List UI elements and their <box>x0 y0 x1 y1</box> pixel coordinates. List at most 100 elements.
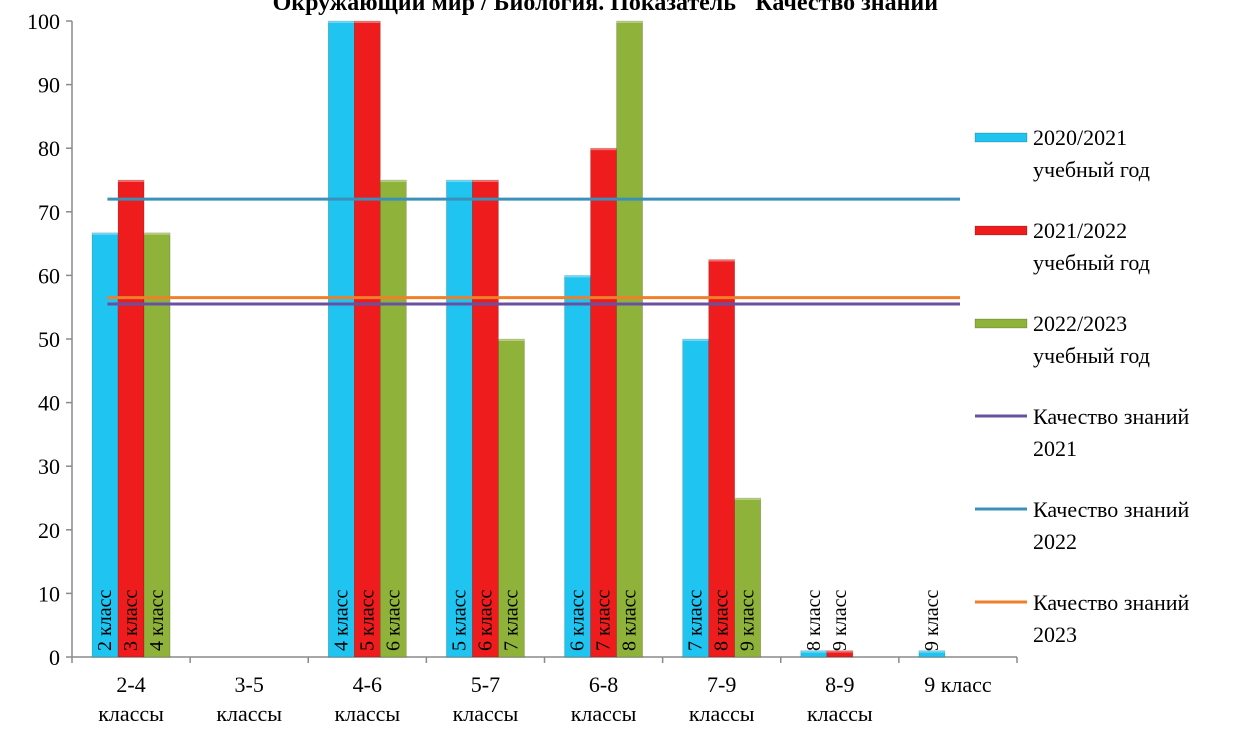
bar-top-highlight <box>380 178 407 182</box>
bar <box>682 338 709 658</box>
y-tick-label: 70 <box>38 200 60 225</box>
legend-label: 2022 <box>1033 529 1077 554</box>
bar-label: 8 класс <box>711 590 733 651</box>
legend-label: Качество знаний <box>1033 497 1190 522</box>
bar-top-highlight <box>800 648 827 653</box>
bar-label: 6 класс <box>382 590 404 651</box>
x-tick-label: 7-9 <box>707 672 736 697</box>
x-tick-label: 6-8 <box>589 672 618 697</box>
bar <box>380 179 407 658</box>
x-tick-label: 5-7 <box>471 672 500 697</box>
y-tick-label: 100 <box>27 9 60 34</box>
bar-label: 7 класс <box>593 590 615 651</box>
bar <box>354 20 381 658</box>
bar-label: 5 класс <box>448 590 470 651</box>
x-tick-label: классы <box>807 701 873 726</box>
y-tick-label: 20 <box>38 518 60 543</box>
bar <box>472 179 499 658</box>
bar <box>498 338 525 658</box>
bar <box>590 147 617 658</box>
legend-swatch-bar <box>974 318 1028 329</box>
y-tick-label: 40 <box>38 391 60 416</box>
bar-label: 7 класс <box>685 590 707 651</box>
bar <box>117 179 145 658</box>
bar-label: 2 класс <box>94 590 116 651</box>
bar-top-highlight <box>918 648 945 653</box>
y-tick-label: 50 <box>38 327 60 352</box>
bar-top-highlight <box>734 496 761 500</box>
x-tick-label: классы <box>334 701 400 726</box>
bar-top-highlight <box>826 648 853 653</box>
x-tick-label: 3-5 <box>235 672 264 697</box>
bar <box>826 650 854 658</box>
bar-top-highlight <box>354 19 381 23</box>
bar-label: 9 класс <box>921 590 943 651</box>
bar <box>616 20 643 658</box>
bar-label: 5 класс <box>356 590 378 651</box>
bar-label: 4 класс <box>146 590 168 651</box>
legend-label: учебный год <box>1033 343 1150 368</box>
bar <box>708 259 735 658</box>
bar-top-highlight <box>446 178 473 182</box>
bar-top-highlight <box>708 257 735 262</box>
legend-label: 2021 <box>1033 436 1077 461</box>
y-tick-label: 30 <box>38 454 60 479</box>
x-axis: 2-4 классы 3-5 классы 4-6 классы 5-7 классы 6-8 к… <box>71 656 1018 726</box>
y-tick-label: 60 <box>38 263 60 288</box>
bar-top-highlight <box>92 230 119 235</box>
legend-label: 2021/2022 <box>1033 218 1127 243</box>
legend-label: 2022/2023 <box>1033 311 1127 336</box>
bar-labels: 2 класс 4 класс 5 класс 6 класс 7 класс 8 кла… <box>94 590 943 651</box>
y-tick-label: 10 <box>38 581 60 606</box>
legend-swatch-bar <box>974 225 1028 236</box>
x-tick-label: 2-4 <box>116 672 145 697</box>
bar-top-highlight <box>682 337 709 341</box>
bar-top-highlight <box>472 178 499 182</box>
legend-label: учебный год <box>1033 157 1150 182</box>
x-tick-label: 8-9 <box>825 672 854 697</box>
chart-title: Окружающий мир / Биология. Показатель "К… <box>273 0 952 16</box>
bar-label: 7 класс <box>500 590 522 651</box>
bar-label: 3 класс <box>120 590 142 651</box>
bar-label: 8 класс <box>803 590 825 651</box>
bar <box>734 497 761 658</box>
x-tick-label: классы <box>453 701 519 726</box>
x-tick-label: 4-6 <box>353 672 382 697</box>
bar-top-highlight <box>118 178 145 182</box>
y-tick-label: 90 <box>38 73 60 98</box>
x-tick-label: 9 класс <box>924 672 992 697</box>
bar-top-highlight <box>616 19 643 23</box>
legend-label: учебный год <box>1033 250 1150 275</box>
bar-top-highlight <box>498 337 525 341</box>
y-tick-label: 80 <box>38 136 60 161</box>
bar-label: 6 класс <box>474 590 496 651</box>
x-tick-label: классы <box>216 701 282 726</box>
legend-swatch-bar <box>974 132 1028 143</box>
bar <box>564 275 591 658</box>
x-tick-label: классы <box>98 701 164 726</box>
reference-lines <box>107 197 960 306</box>
bar-label: 6 класс <box>567 590 589 651</box>
bar-label: 8 класс <box>619 590 641 651</box>
legend-label: Качество знаний <box>1033 590 1190 615</box>
bar-top-highlight <box>144 230 171 235</box>
bar <box>328 20 355 658</box>
bar-label: 9 класс <box>737 590 759 651</box>
x-tick-label: классы <box>689 701 755 726</box>
legend: 2020/2021 учебный год 2021/2022 учебный год… <box>974 125 1190 647</box>
bars <box>91 19 946 658</box>
bar <box>446 179 473 658</box>
legend-label: 2020/2021 <box>1033 125 1127 150</box>
x-tick-label: классы <box>571 701 637 726</box>
bar-top-highlight <box>564 273 591 278</box>
y-axis: 0 10 20 30 40 50 60 70 80 90 100 <box>27 9 73 670</box>
legend-label: 2023 <box>1033 622 1077 647</box>
bar <box>918 650 946 658</box>
bar-top-highlight <box>590 146 617 151</box>
y-tick-label: 0 <box>49 645 60 670</box>
bar-label: 4 класс <box>330 590 352 651</box>
bar-top-highlight <box>328 19 355 23</box>
bar-label: 9 класс <box>829 590 851 651</box>
legend-label: Качество знаний <box>1033 404 1190 429</box>
